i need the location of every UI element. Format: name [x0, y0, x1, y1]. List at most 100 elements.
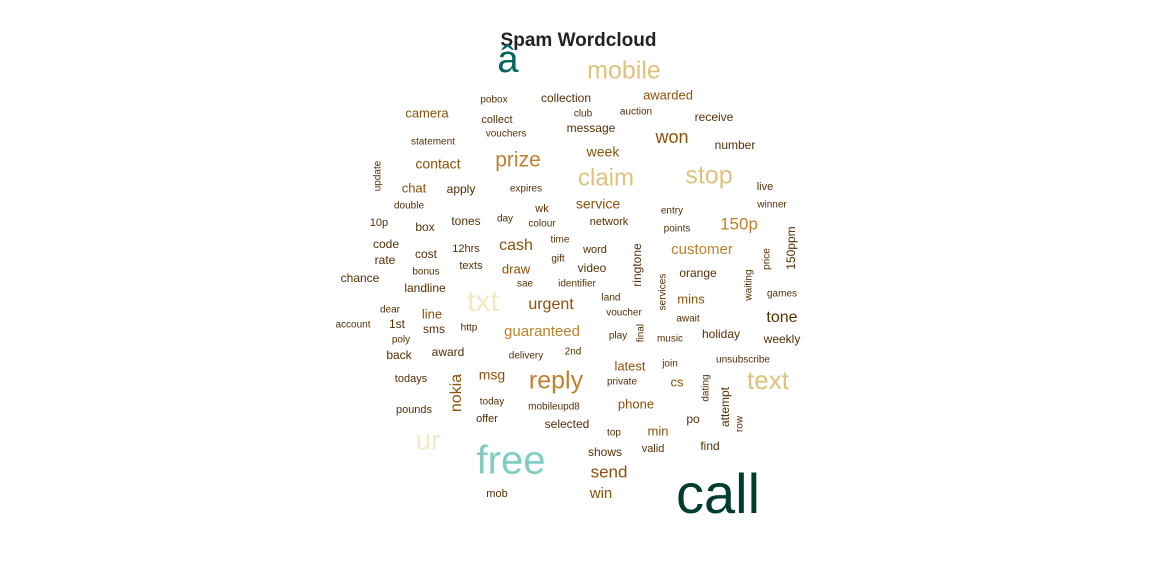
- word-join: join: [661, 359, 678, 370]
- word-music: music: [657, 334, 683, 345]
- word-code: code: [373, 237, 399, 251]
- word-service: service: [576, 196, 621, 212]
- word-nokia: nokia: [448, 374, 465, 412]
- word-tone: tone: [766, 309, 797, 326]
- word-entry: entry: [661, 206, 683, 217]
- word-sae: sae: [517, 279, 534, 290]
- word-150p: 150p: [720, 214, 758, 233]
- word-todays: todays: [395, 373, 428, 385]
- word-2nd: 2nd: [565, 347, 582, 358]
- word-mins: mins: [677, 291, 705, 306]
- word-reply: reply: [529, 367, 584, 395]
- word-dear: dear: [380, 305, 401, 316]
- word-urgent: urgent: [528, 296, 574, 313]
- word-land: land: [602, 293, 621, 304]
- word-shows: shows: [588, 445, 622, 459]
- word-winner: winner: [756, 200, 787, 211]
- word-identifier: identifier: [558, 279, 596, 290]
- word-txt: txt: [467, 285, 499, 318]
- word-claim: claim: [578, 164, 634, 191]
- word-network: network: [590, 216, 629, 228]
- word-stop: stop: [685, 162, 732, 190]
- word-private: private: [607, 377, 637, 388]
- word-texts: texts: [459, 260, 483, 272]
- word-video: video: [578, 261, 607, 275]
- word-bonus: bonus: [412, 267, 439, 278]
- word-wk: wk: [534, 203, 549, 215]
- word-chat: chat: [402, 180, 427, 195]
- word-points: points: [664, 224, 691, 235]
- word-unsubscribe: unsubscribe: [716, 355, 770, 366]
- word-row: row: [735, 415, 746, 432]
- word-offer: offer: [476, 413, 498, 425]
- word-club: club: [574, 109, 593, 120]
- word-games: games: [767, 289, 797, 300]
- word-text: text: [747, 365, 790, 395]
- word-statement: statement: [411, 137, 455, 148]
- word-msg: msg: [479, 367, 505, 383]
- word-valid: valid: [642, 443, 665, 455]
- word-gift: gift: [551, 254, 565, 265]
- word-price: price: [762, 248, 773, 270]
- word-call: call: [676, 462, 760, 525]
- word-min: min: [648, 423, 669, 438]
- word-mob: mob: [486, 488, 507, 500]
- word-prize: prize: [495, 149, 541, 172]
- word-back: back: [386, 348, 412, 362]
- word-chance: chance: [341, 271, 380, 285]
- word-update: update: [373, 160, 384, 191]
- word-cost: cost: [415, 247, 438, 261]
- word-box: box: [415, 220, 434, 234]
- word-play: play: [609, 331, 627, 342]
- word-rate: rate: [375, 253, 396, 267]
- word-attempt: attempt: [718, 386, 732, 427]
- word-voucher: voucher: [606, 308, 642, 319]
- word-day: day: [497, 214, 513, 225]
- word-pounds: pounds: [396, 404, 433, 416]
- word-draw: draw: [502, 261, 531, 276]
- word-1st: 1st: [389, 317, 406, 331]
- word-tones: tones: [451, 214, 480, 228]
- word-auction: auction: [620, 107, 652, 118]
- word-receive: receive: [695, 110, 734, 124]
- word-delivery: delivery: [509, 351, 543, 362]
- word-contact: contact: [415, 156, 460, 172]
- word-http: http: [461, 323, 478, 334]
- word-orange: orange: [679, 266, 717, 280]
- word-pobox: pobox: [480, 95, 507, 106]
- word-mobile: mobile: [587, 57, 661, 85]
- word-line: line: [422, 306, 442, 321]
- word-selected: selected: [545, 417, 590, 431]
- word-await: await: [676, 314, 700, 325]
- word-word: word: [582, 244, 607, 256]
- word-final: final: [636, 324, 647, 342]
- word-customer: customer: [671, 241, 733, 258]
- word-poly: poly: [392, 335, 410, 346]
- word-collection: collection: [541, 91, 591, 105]
- word-win: win: [589, 485, 613, 502]
- word-week: week: [586, 144, 621, 160]
- word-guaranteed: guaranteed: [504, 323, 580, 340]
- word-dating: dating: [701, 374, 712, 401]
- word-waiting: waiting: [744, 269, 755, 301]
- word-ringtone: ringtone: [630, 243, 644, 287]
- word-landline: landline: [404, 281, 446, 295]
- word-won: won: [654, 127, 688, 147]
- word-message: message: [567, 121, 616, 135]
- word-send: send: [591, 462, 628, 481]
- word-double: double: [394, 201, 424, 212]
- word-po: po: [686, 412, 700, 426]
- word-find: find: [700, 439, 719, 453]
- word-cash: cash: [499, 237, 533, 254]
- word-expires: expires: [510, 184, 542, 195]
- word-free: free: [477, 439, 546, 483]
- word-12hrs: 12hrs: [452, 243, 480, 255]
- word-collect: collect: [481, 114, 512, 126]
- word-ur: ur: [416, 424, 441, 455]
- word-cs: cs: [671, 374, 685, 389]
- word-live: live: [757, 181, 774, 193]
- word-a-circumflex: â: [497, 39, 519, 81]
- word-account: account: [335, 320, 370, 331]
- word-top: top: [607, 428, 621, 439]
- word-weekly: weekly: [763, 332, 801, 346]
